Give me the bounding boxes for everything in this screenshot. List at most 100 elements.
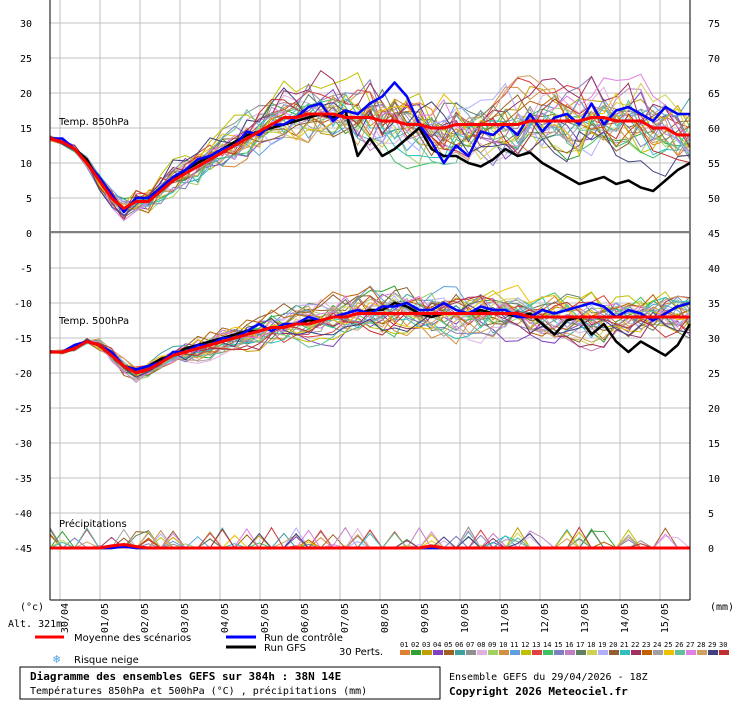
pert-swatch (444, 650, 454, 655)
x-tick-label: 05/05 (260, 603, 271, 633)
mean-line-850 (49, 112, 690, 210)
pert-number: 04 (433, 641, 441, 649)
pert-line-500 (49, 286, 691, 377)
legend: Moyenne des scénarios Run de contrôle Ru… (35, 632, 729, 666)
pert-swatch (708, 650, 718, 655)
pert-swatch (532, 650, 542, 655)
right-tick-label: 25 (708, 369, 720, 380)
pert-swatch (455, 650, 465, 655)
x-tick-label: 02/05 (140, 603, 151, 633)
legend-gfs-label: Run GFS (264, 643, 306, 654)
left-tick-label: 10 (20, 159, 32, 170)
snowflake-icon: ❄ (53, 652, 60, 666)
pert-line-850 (49, 106, 691, 214)
left-tick-label: -10 (14, 299, 32, 310)
pert-swatch (587, 650, 597, 655)
pert-swatch (675, 650, 685, 655)
panel-label-500: Temp. 500hPa (58, 316, 129, 327)
left-tick-label: -40 (14, 509, 32, 520)
left-tick-label: -30 (14, 439, 32, 450)
x-tick-label: 04/05 (220, 603, 231, 633)
pert-number: 23 (642, 641, 650, 649)
pert-swatch (719, 650, 729, 655)
pert-number: 05 (444, 641, 452, 649)
pert-swatch (598, 650, 608, 655)
pert-number: 01 (400, 641, 408, 649)
right-tick-label: 60 (708, 124, 720, 135)
pert-number: 27 (686, 641, 694, 649)
right-tick-label: 40 (708, 264, 720, 275)
pert-swatch (488, 650, 498, 655)
pert-swatch (411, 650, 421, 655)
pert-number: 30 (719, 641, 727, 649)
pert-number: 21 (620, 641, 628, 649)
right-tick-label: 30 (708, 334, 720, 345)
pert-number: 13 (532, 641, 540, 649)
pert-number: 18 (587, 641, 595, 649)
pert-swatch (466, 650, 476, 655)
pert-number: 15 (554, 641, 562, 649)
left-tick-label: -20 (14, 369, 32, 380)
left-tick-label: 0 (26, 229, 32, 240)
right-axis-unit: (mm) (710, 602, 734, 613)
pert-number: 03 (422, 641, 430, 649)
pert-line-500 (49, 286, 691, 373)
pert-number: 09 (488, 641, 496, 649)
pert-number: 19 (598, 641, 606, 649)
left-tick-label: -45 (14, 544, 32, 555)
right-tick-label: 10 (708, 474, 720, 485)
x-tick-label: 09/05 (420, 603, 431, 633)
pert-swatch (576, 650, 586, 655)
plot-frame (49, 0, 691, 601)
left-tick-label: 25 (20, 54, 32, 65)
right-tick-label: 70 (708, 54, 720, 65)
x-tick-label: 01/05 (100, 603, 111, 633)
pert-swatch (653, 650, 663, 655)
left-tick-label: 5 (26, 194, 32, 205)
footer-title: Diagramme des ensembles GEFS sur 384h : … (30, 670, 341, 683)
pert-number: 11 (510, 641, 518, 649)
pert-number: 24 (653, 641, 661, 649)
footer-run-info: Ensemble GEFS du 29/04/2026 - 18Z (449, 672, 648, 683)
x-tick-label: 07/05 (340, 603, 351, 633)
altitude-label: Alt. 321m (8, 619, 62, 630)
perturbation-legend: 01 02 03 04 05 06 07 08 09 10 11 12 13 14 15 16 17 18 19 20… (400, 641, 729, 655)
footer: Diagramme des ensembles GEFS sur 384h : … (19, 666, 648, 700)
pert-number: 20 (609, 641, 617, 649)
x-tick-label: 30/04 (60, 603, 71, 633)
pert-line-850 (49, 95, 691, 214)
main-series (49, 81, 692, 550)
x-tick-label: 11/05 (500, 603, 511, 633)
pert-swatch (477, 650, 487, 655)
pert-swatch (686, 650, 696, 655)
right-tick-label: 5 (708, 509, 714, 520)
footer-copyright: Copyright 2026 Meteociel.fr (449, 685, 628, 698)
mean-line-precip (50, 543, 690, 550)
pert-swatch (565, 650, 575, 655)
right-tick-label: 0 (708, 544, 714, 555)
pert-line-850 (49, 75, 691, 206)
pert-number: 22 (631, 641, 639, 649)
pert-number: 16 (565, 641, 573, 649)
left-tick-label: -25 (14, 404, 32, 415)
pert-swatch (521, 650, 531, 655)
panel-label-precip: Précipitations (59, 518, 127, 530)
legend-snow-label: Risque neige (74, 655, 139, 666)
pert-swatch (433, 650, 443, 655)
pert-swatch (499, 650, 509, 655)
pert-number: 17 (576, 641, 584, 649)
pert-number: 06 (455, 641, 463, 649)
pert-line-850 (49, 87, 691, 217)
pert-number: 28 (697, 641, 705, 649)
control-line-850 (50, 81, 690, 214)
right-tick-label: 75 (708, 19, 720, 30)
legend-mean-label: Moyenne des scénarios (74, 632, 191, 644)
right-tick-label: 65 (708, 89, 720, 100)
x-tick-label: 10/05 (460, 603, 471, 633)
mean-line-500 (50, 312, 690, 375)
pert-number: 26 (675, 641, 683, 649)
pert-number: 10 (499, 641, 507, 649)
x-tick-label: 06/05 (300, 603, 311, 633)
pert-swatch (554, 650, 564, 655)
